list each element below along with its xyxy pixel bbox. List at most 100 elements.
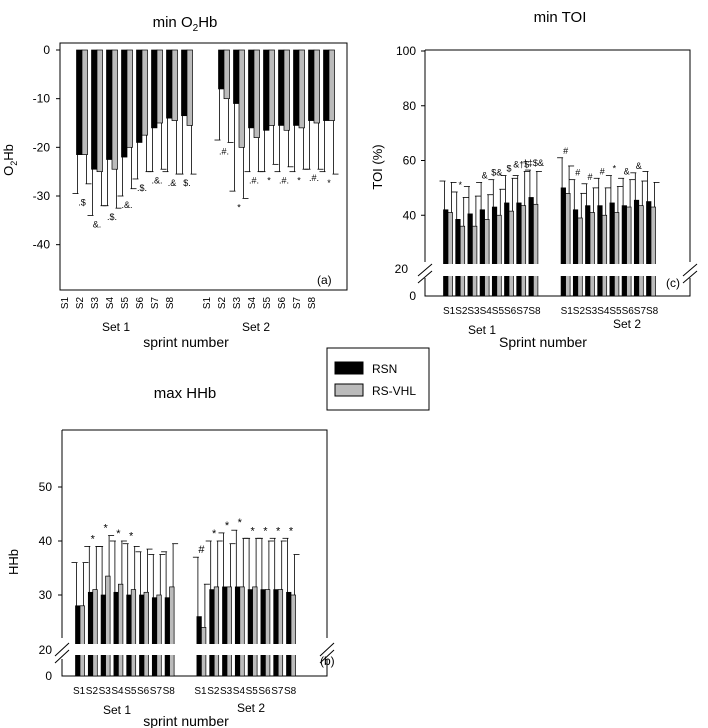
panel-b-xlabel: sprint number [143, 713, 229, 728]
panel-b-xtick-label: S2 [86, 686, 99, 697]
panel-b-ytick-0: 0 [45, 669, 52, 683]
bar-b-rs-vhl [169, 586, 175, 650]
panel-c-ytick-label: 60 [403, 154, 417, 168]
significance-mark-b: * [276, 525, 281, 537]
panel-c-xlabel: Sprint number [499, 334, 587, 350]
panel-c-group-2: Set 2 [613, 317, 641, 331]
bar-a-rs-vhl [96, 49, 103, 173]
panel-a-xtick-label: S1 [202, 296, 213, 309]
bar-b-rs-vhl [277, 589, 284, 650]
bar-c-rsn [455, 219, 461, 271]
panel-c-xtick-label: S1 [443, 306, 456, 317]
significance-mark-b: * [263, 525, 268, 537]
bar-c-rs-vhl [638, 205, 644, 271]
panel-a-xtick-label: S3 [232, 296, 243, 309]
bar-a-rsn [181, 49, 188, 117]
panel-c-title: min TOI [534, 9, 587, 26]
bar-b-rs-vhl [130, 589, 137, 650]
bar-c-rsn [572, 209, 579, 271]
panel-b-break-mark-left-2 [54, 649, 70, 664]
significance-mark-a: .$ [78, 198, 86, 208]
bar-a-rsn [263, 49, 270, 131]
bar-a-rs-vhl [298, 49, 305, 129]
bar-b-rsn [247, 589, 253, 650]
panel-a-label: (a) [317, 273, 332, 287]
bar-a-rsn [91, 49, 98, 170]
panel-a-xticks: S1 S2 S3 S4 S5 S6 S7 S8 S1 S2 S3 S4 S5 S6 S7 S8 [60, 296, 318, 309]
panel-b-xtick-label: S6 [258, 686, 271, 697]
bar-c-rsn [609, 202, 615, 271]
panel-a-xtick-label: S1 [60, 296, 71, 309]
panel-c-xtick-label: S8 [646, 306, 659, 317]
panel-a-bars [72, 49, 339, 216]
bar-a-rsn [323, 49, 330, 121]
panel-a-ytick-label: -30 [33, 189, 51, 203]
bar-a-rsn [308, 49, 315, 121]
panel-a-xtick-label: S5 [262, 296, 273, 309]
bar-a-rsn [76, 49, 83, 155]
significance-mark-b: * [103, 523, 108, 535]
significance-mark-c: &†$ [513, 159, 529, 169]
panel-b-xticks: S1 S2 S3 S4 S5 S6 S7 S8 S1 S2 S3 S4 S5 S6 S7 S8 [73, 686, 297, 697]
bar-b-rsn [164, 597, 170, 650]
panel-b-xtick-label: S1 [73, 686, 86, 697]
bar-c-rsn [467, 213, 473, 271]
panel-a-xtick-label: S8 [165, 296, 176, 309]
bar-b-rs-vhl [239, 586, 245, 650]
panel-a-yticks: 0 -10 -20 -30 -40 [33, 43, 60, 252]
significance-mark-c: # [563, 146, 568, 156]
panel-b-ytick-20: 20 [39, 643, 53, 657]
significance-mark-b: * [225, 520, 230, 532]
bar-b-rsn [100, 594, 106, 650]
bar-a-rs-vhl [186, 49, 193, 126]
panel-c-xtick-label: S1 [561, 306, 574, 317]
bar-c-rsn [646, 201, 652, 271]
panel-a-frame [59, 42, 348, 291]
significance-mark-c: & [482, 170, 488, 180]
panel-b-annotations: * * * * # * * * * * * * [91, 517, 294, 556]
panel-a-ytick-label: 0 [43, 43, 50, 57]
significance-mark-b: * [212, 528, 217, 540]
bar-c-rsn [479, 209, 485, 271]
panel-c-xtick-label: S4 [597, 306, 610, 317]
bar-c-rs-vhl [601, 214, 608, 271]
panel-a-title: min O2Hb [153, 14, 218, 34]
panel-c-xtick-label: S3 [467, 306, 480, 317]
panel-b-xtick-label: S4 [233, 686, 246, 697]
panel-c-break-mark-right-2 [682, 270, 698, 284]
panel-b-ytick-label: 40 [39, 534, 53, 548]
bar-a-rs-vhl [141, 49, 148, 136]
panel-a-xtick-label: S5 [120, 296, 131, 309]
bar-b-rs-vhl [252, 586, 258, 650]
bar-a-rsn [151, 49, 158, 129]
bar-b-rsn [75, 605, 81, 650]
panel-a-group-2: Set 2 [242, 320, 270, 334]
significance-mark-b: * [289, 525, 294, 537]
bar-c-rsn [597, 205, 603, 271]
panel-c-xtick-label: S6 [622, 306, 635, 317]
bar-c-rs-vhl [472, 225, 478, 271]
panel-b-xtick-label: S7 [271, 686, 284, 697]
bar-b-rsn [260, 589, 266, 650]
panel-b-break-mark-left-1 [54, 642, 70, 657]
significance-mark-c: †‡$& [523, 158, 544, 168]
significance-mark-b: * [129, 531, 134, 543]
significance-mark-a: .#. [249, 176, 259, 186]
significance-mark-a: .&. [151, 176, 162, 186]
bar-a-rs-vhl [283, 49, 290, 131]
bar-b-rsn [286, 591, 292, 650]
panel-b-break-mark-right-2 [319, 649, 335, 664]
panel-b-xtick-label: S8 [284, 686, 297, 697]
bar-a-rs-vhl [223, 49, 230, 100]
panel-c-xtick-label: S2 [455, 306, 468, 317]
bar-b-rsn [273, 589, 279, 650]
bar-b-rs-vhl [79, 605, 85, 650]
significance-mark-b: # [198, 544, 205, 556]
legend-swatch-rsn [334, 361, 364, 375]
panel-a-xtick-label: S2 [217, 296, 228, 309]
panel-c-xtick-label: S6 [504, 306, 517, 317]
panel-a-annotations: .$ &. .$. .&. .$. .&. .& $. .#. * .#. * .#. * .#. * [78, 146, 331, 229]
significance-mark-b: * [91, 533, 96, 545]
significance-mark-c: $ [506, 164, 511, 174]
bar-c-rsn [491, 206, 498, 271]
